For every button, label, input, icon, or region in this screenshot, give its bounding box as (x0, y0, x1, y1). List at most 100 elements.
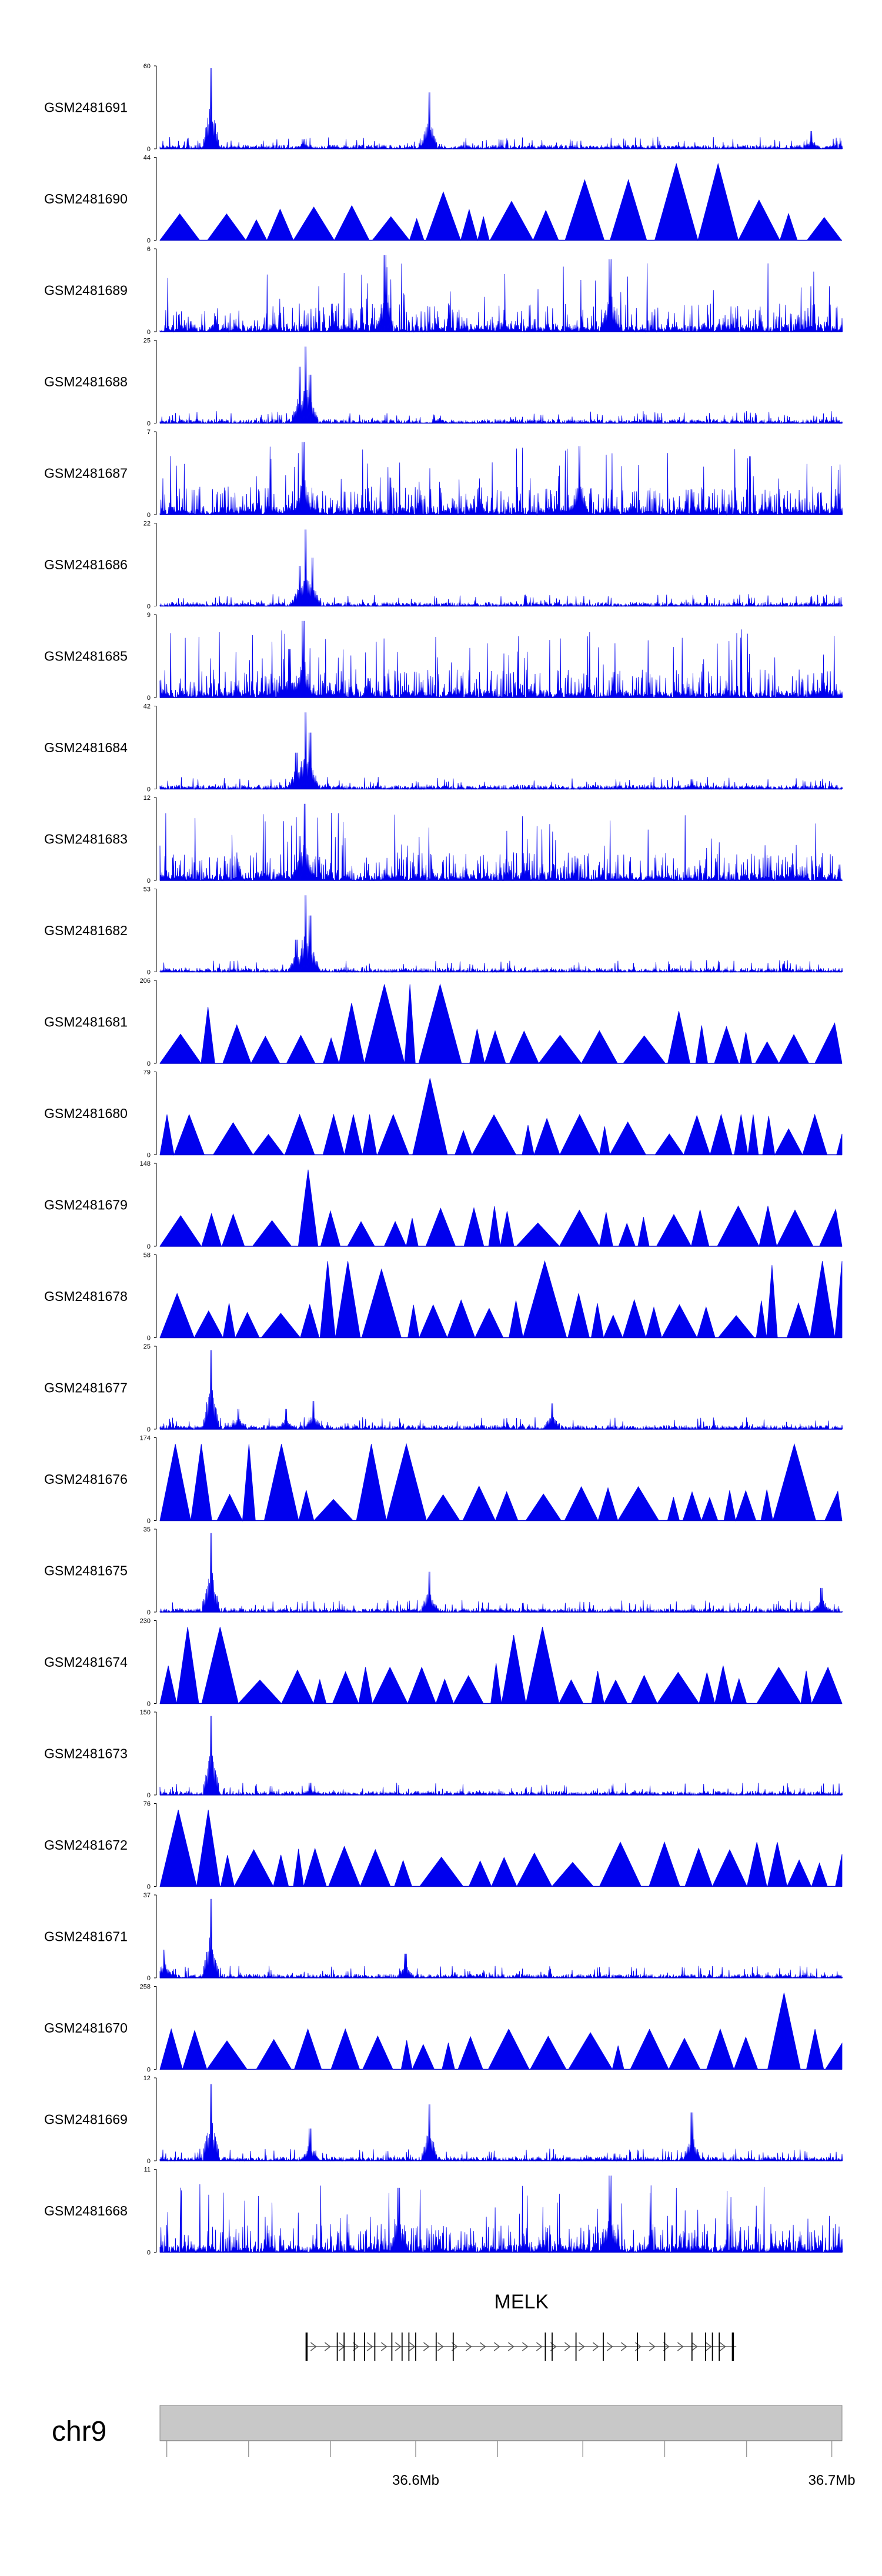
strand-arrow-icon (366, 2342, 373, 2351)
track-label: GSM2481676 (44, 1471, 128, 1487)
axis-tick-label: 36.6Mb (392, 2472, 439, 2488)
track-GSM2481687: GSM2481687 7 0 (44, 429, 843, 519)
track-signal (159, 1993, 843, 2070)
y-axis-max-label: 25 (143, 338, 151, 345)
track-GSM2481677: GSM2481677 25 0 (44, 1343, 843, 1433)
track-signal (159, 1716, 843, 1796)
strand-arrow-icon (409, 2342, 416, 2351)
y-axis-min-label: 0 (147, 329, 151, 336)
y-axis-max-label: 25 (143, 1343, 151, 1350)
y-axis-min-label: 0 (147, 1975, 151, 1982)
track-GSM2481683: GSM2481683 12 0 (44, 795, 843, 885)
track-signal (159, 983, 843, 1065)
track-label: GSM2481688 (44, 374, 128, 389)
strand-arrow-icon (536, 2342, 543, 2351)
y-axis-max-label: 258 (140, 1984, 151, 1991)
strand-arrow-icon (564, 2342, 571, 2351)
track-signal (159, 1898, 843, 1979)
y-axis-max-label: 230 (140, 1618, 151, 1625)
strand-arrow-icon (620, 2342, 627, 2351)
track-GSM2481675: GSM2481675 35 0 (44, 1526, 843, 1616)
strand-arrow-icon (423, 2342, 430, 2351)
strand-arrow-icon (649, 2342, 656, 2351)
chromosome-label: chr9 (52, 2416, 106, 2447)
track-GSM2481685: GSM2481685 9 0 (44, 612, 843, 702)
y-axis-max-label: 9 (147, 612, 151, 619)
track-label: GSM2481679 (44, 1197, 128, 1213)
track-label: GSM2481672 (44, 1837, 128, 1853)
track-label: GSM2481674 (44, 1654, 128, 1670)
strand-arrow-icon (465, 2342, 472, 2351)
y-axis-max-label: 206 (140, 977, 151, 985)
y-axis-min-label: 0 (147, 421, 151, 428)
strand-arrow-icon (522, 2342, 529, 2351)
strand-arrow-icon (663, 2342, 670, 2351)
gene-name-label: MELK (495, 2291, 549, 2313)
y-axis-max-label: 148 (140, 1160, 151, 1167)
track-label: GSM2481684 (44, 740, 128, 755)
y-axis-max-label: 42 (143, 703, 151, 710)
y-axis-min-label: 0 (147, 1701, 151, 1708)
chromosome-axis: chr9 36.6Mb 36.7Mb (52, 2405, 856, 2488)
axis-tick-label: 36.7Mb (808, 2472, 856, 2488)
y-axis-min-label: 0 (147, 695, 151, 702)
strand-arrow-icon (479, 2342, 486, 2351)
track-GSM2481688: GSM2481688 25 0 (44, 338, 843, 428)
track-label: GSM2481680 (44, 1106, 128, 1121)
strand-arrow-icon (493, 2342, 500, 2351)
track-signal (159, 1443, 843, 1522)
track-signal (159, 1627, 843, 1705)
y-axis-min-label: 0 (147, 2067, 151, 2074)
y-axis-min-label: 0 (147, 786, 151, 793)
strand-arrow-icon (606, 2342, 613, 2351)
strand-arrow-icon (507, 2342, 514, 2351)
track-label: GSM2481685 (44, 649, 128, 664)
track-GSM2481679: GSM2481679 148 0 (44, 1160, 843, 1250)
track-signal (159, 2175, 843, 2254)
track-label: GSM2481673 (44, 1746, 128, 1761)
track-GSM2481682: GSM2481682 53 0 (44, 886, 843, 976)
y-axis-max-label: 22 (143, 520, 151, 528)
y-axis-min-label: 0 (147, 1060, 151, 1067)
track-label: GSM2481668 (44, 2203, 128, 2218)
track-label: GSM2481678 (44, 1289, 128, 1304)
y-axis-max-label: 6 (147, 246, 151, 253)
y-axis-max-label: 44 (143, 155, 151, 162)
track-GSM2481691: GSM2481691 60 0 (44, 63, 843, 153)
strand-arrow-icon (691, 2342, 698, 2351)
track-label: GSM2481683 (44, 832, 128, 847)
strand-arrow-icon (705, 2342, 712, 2351)
y-axis-min-label: 0 (147, 603, 151, 610)
y-axis-max-label: 35 (143, 1526, 151, 1533)
y-axis-min-label: 0 (147, 1152, 151, 1159)
track-GSM2481668: GSM2481668 11 0 (44, 2167, 843, 2257)
strand-arrow-icon (592, 2342, 599, 2351)
track-GSM2481681: GSM2481681 206 0 (44, 977, 843, 1067)
track-GSM2481678: GSM2481678 58 0 (44, 1252, 843, 1342)
track-signal (159, 1350, 843, 1430)
y-axis-max-label: 76 (143, 1801, 151, 1808)
strand-arrow-icon (677, 2342, 684, 2351)
track-signal (159, 529, 843, 608)
track-label: GSM2481675 (44, 1563, 128, 1579)
track-signal (159, 442, 843, 516)
track-signal (159, 1533, 843, 1613)
strand-arrow-icon (324, 2342, 331, 2351)
y-axis-max-label: 79 (143, 1069, 151, 1076)
y-axis-max-label: 12 (143, 2075, 151, 2082)
strand-arrow-icon (380, 2342, 387, 2351)
track-GSM2481671: GSM2481671 37 0 (44, 1892, 843, 1982)
y-axis-max-label: 58 (143, 1252, 151, 1259)
strand-arrow-icon (578, 2342, 585, 2351)
y-axis-min-label: 0 (147, 877, 151, 885)
track-signal (159, 162, 842, 242)
y-axis-min-label: 0 (147, 2250, 151, 2257)
gene-model: MELK (305, 2291, 737, 2361)
y-axis-max-label: 37 (143, 1892, 151, 1899)
track-signal (159, 1260, 843, 1339)
y-axis-min-label: 0 (147, 1426, 151, 1433)
y-axis-max-label: 174 (140, 1435, 151, 1442)
strand-arrow-icon (395, 2342, 402, 2351)
strand-arrow-icon (437, 2342, 444, 2351)
